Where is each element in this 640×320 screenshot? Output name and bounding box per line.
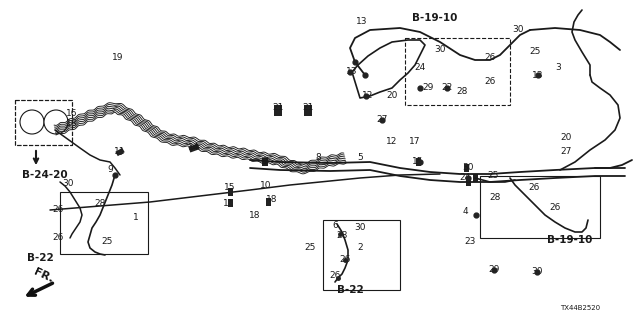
Bar [262, 158, 268, 166]
Text: 7: 7 [262, 157, 268, 166]
Text: 14: 14 [188, 143, 200, 153]
Text: 17: 17 [409, 138, 420, 147]
Bar [227, 199, 232, 207]
Text: 28: 28 [490, 194, 500, 203]
Text: 18: 18 [266, 196, 278, 204]
Text: 9: 9 [107, 165, 113, 174]
Text: TX44B2520: TX44B2520 [560, 305, 600, 311]
Text: 20: 20 [560, 133, 572, 142]
Text: 27: 27 [376, 116, 388, 124]
Text: 12: 12 [362, 92, 374, 100]
Text: 28: 28 [94, 199, 106, 209]
Text: 23: 23 [464, 237, 476, 246]
Bar [304, 105, 312, 116]
Text: 26: 26 [339, 255, 351, 265]
Text: 16: 16 [67, 108, 77, 117]
Text: 24: 24 [414, 63, 426, 73]
Text: 26: 26 [484, 53, 496, 62]
Text: 22: 22 [442, 84, 452, 92]
Text: 26: 26 [484, 77, 496, 86]
Bar [266, 198, 271, 206]
Circle shape [44, 110, 68, 134]
Text: 26: 26 [330, 271, 340, 281]
Text: 26: 26 [52, 234, 64, 243]
Bar [115, 148, 125, 156]
Bar [227, 188, 232, 196]
Text: 19: 19 [112, 53, 124, 62]
Bar [15, 100, 72, 145]
Bar [415, 158, 420, 166]
Text: B-22: B-22 [27, 253, 53, 263]
Text: 28: 28 [336, 230, 348, 239]
Bar [405, 38, 510, 105]
Text: 25: 25 [101, 237, 113, 246]
Text: 30: 30 [62, 179, 74, 188]
Bar [60, 192, 148, 254]
Bar [323, 220, 400, 290]
Text: FR.: FR. [33, 266, 56, 284]
Text: 11: 11 [223, 198, 235, 207]
Bar [188, 143, 200, 153]
Bar [472, 174, 477, 182]
Bar [274, 105, 282, 116]
Text: 26: 26 [528, 183, 540, 193]
Text: 25: 25 [304, 244, 316, 252]
Text: 21: 21 [302, 103, 314, 113]
Text: 3: 3 [555, 63, 561, 73]
Bar [465, 178, 470, 186]
Bar [15, 100, 72, 145]
Text: 30: 30 [355, 223, 365, 233]
Text: 5: 5 [357, 154, 363, 163]
Text: 10: 10 [260, 180, 272, 189]
Text: B-22: B-22 [337, 285, 364, 295]
Text: 24: 24 [460, 173, 470, 182]
Text: B-24-20: B-24-20 [22, 170, 68, 180]
Text: 13: 13 [346, 68, 358, 76]
Text: 18: 18 [67, 119, 77, 129]
Text: 8: 8 [315, 154, 321, 163]
Text: 15: 15 [412, 157, 424, 166]
Text: 13: 13 [532, 70, 544, 79]
Text: 30: 30 [531, 268, 543, 276]
Text: 25: 25 [487, 172, 499, 180]
Text: 4: 4 [462, 207, 468, 217]
Text: 15: 15 [224, 183, 236, 193]
Text: 2: 2 [357, 244, 363, 252]
Text: B-19-10: B-19-10 [547, 235, 593, 245]
Text: 30: 30 [462, 164, 474, 172]
Text: 29: 29 [422, 84, 434, 92]
Text: 25: 25 [529, 47, 541, 57]
Bar [480, 176, 600, 238]
Text: 1: 1 [133, 213, 139, 222]
Text: 20: 20 [387, 92, 397, 100]
Text: 26: 26 [52, 205, 64, 214]
Text: 30: 30 [512, 26, 524, 35]
Text: 30: 30 [435, 45, 445, 54]
Text: 21: 21 [272, 103, 284, 113]
Text: 12: 12 [387, 138, 397, 147]
Text: B-19-10: B-19-10 [412, 13, 458, 23]
Bar [463, 164, 468, 172]
Text: 28: 28 [456, 87, 468, 97]
Text: 13: 13 [356, 18, 368, 27]
Text: 29: 29 [488, 266, 500, 275]
Circle shape [20, 110, 44, 134]
Text: 11: 11 [115, 148, 125, 156]
Text: 26: 26 [549, 204, 561, 212]
Text: 18: 18 [249, 211, 260, 220]
Text: 27: 27 [560, 148, 572, 156]
Text: 6: 6 [332, 220, 338, 229]
